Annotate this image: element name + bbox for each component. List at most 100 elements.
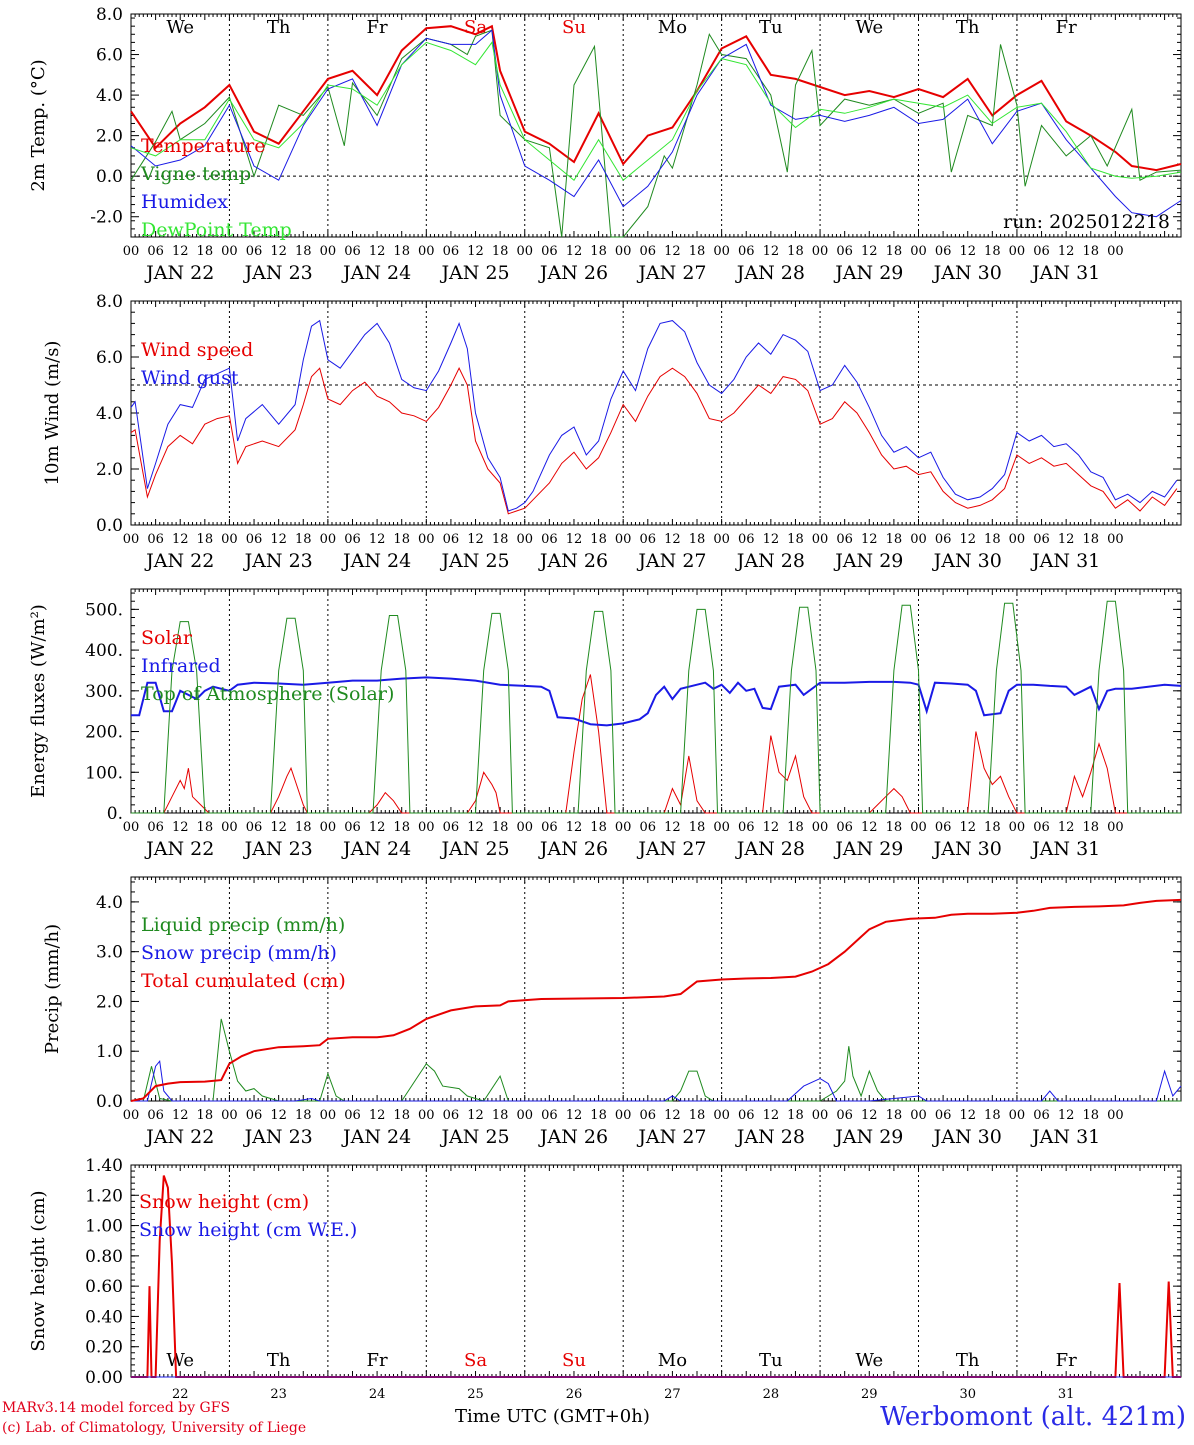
hour-tick-label: 06 xyxy=(246,244,263,259)
hour-tick-label: 18 xyxy=(984,244,1001,259)
hour-tick-label: 00 xyxy=(418,532,435,547)
date-label: JAN 26 xyxy=(538,838,608,860)
hour-tick-label: 06 xyxy=(1033,244,1050,259)
hour-tick-label: 12 xyxy=(467,820,484,835)
hour-tick-label: 18 xyxy=(1082,820,1099,835)
date-label: JAN 22 xyxy=(144,262,214,284)
y-tick-label: 3.0 xyxy=(96,943,123,963)
hour-tick-label: 06 xyxy=(935,244,952,259)
date-label: JAN 23 xyxy=(243,262,313,284)
hour-tick-label: 12 xyxy=(959,532,976,547)
hour-tick-label: 12 xyxy=(270,1108,287,1123)
hour-tick-label: 06 xyxy=(443,244,460,259)
y-tick-label: 400. xyxy=(85,641,123,661)
weekday-label: Fr xyxy=(367,1350,388,1371)
weekday-label: Th xyxy=(267,1350,291,1371)
y-tick-label: 1.00 xyxy=(85,1217,123,1237)
y-tick-label: 1.40 xyxy=(85,1156,123,1176)
hour-tick-label: 06 xyxy=(1033,532,1050,547)
date-label: JAN 23 xyxy=(243,550,313,572)
date-label: JAN 31 xyxy=(1030,262,1100,284)
hour-tick-label: 00 xyxy=(910,820,927,835)
date-label: JAN 24 xyxy=(341,262,411,284)
hour-tick-label: 18 xyxy=(393,1108,410,1123)
hour-tick-label: 18 xyxy=(197,532,214,547)
hour-tick-label: 00 xyxy=(221,1108,238,1123)
hour-tick-label: 18 xyxy=(197,244,214,259)
y-tick-label: 4.0 xyxy=(96,893,123,913)
y-tick-label: 0. xyxy=(107,804,123,824)
y-tick-label: 2.0 xyxy=(96,127,123,147)
weekday-label: We xyxy=(166,1350,194,1371)
hour-tick-label: 00 xyxy=(713,532,730,547)
hour-tick-label: 12 xyxy=(1058,1108,1075,1123)
hour-tick-label: 18 xyxy=(590,1108,607,1123)
hour-tick-label: 12 xyxy=(172,1108,189,1123)
hour-tick-label: 18 xyxy=(689,532,706,547)
hour-tick-label: 00 xyxy=(615,1108,632,1123)
legend-entry: Snow precip (mm/h) xyxy=(141,942,337,964)
hour-tick-label: 00 xyxy=(713,820,730,835)
hour-tick-label: 00 xyxy=(221,820,238,835)
hour-tick-label: 12 xyxy=(369,1108,386,1123)
legend-entry: Infrared xyxy=(141,655,221,677)
weekday-label: Su xyxy=(562,1350,586,1371)
hour-tick-label: 06 xyxy=(246,1108,263,1123)
y-tick-label: 1.0 xyxy=(96,1042,123,1062)
hour-tick-label: 18 xyxy=(295,244,312,259)
legend-entry: Wind speed xyxy=(141,339,253,361)
hour-tick-label: 06 xyxy=(443,1108,460,1123)
hour-tick-label: 00 xyxy=(1009,820,1026,835)
hour-tick-label: 06 xyxy=(935,1108,952,1123)
weekday-label: Mo xyxy=(658,1350,687,1371)
weekday-label: We xyxy=(166,17,194,38)
date-number: 24 xyxy=(369,1387,386,1402)
hour-tick-label: 00 xyxy=(812,1108,829,1123)
hour-tick-label: 00 xyxy=(1107,820,1124,835)
hour-tick-label: 06 xyxy=(147,244,164,259)
y-tick-label: 0.60 xyxy=(85,1277,123,1297)
y-tick-label: 0.0 xyxy=(96,516,123,536)
hour-tick-label: 12 xyxy=(959,244,976,259)
hour-tick-label: 12 xyxy=(369,820,386,835)
y-tick-label: 2.0 xyxy=(96,460,123,480)
hour-tick-label: 18 xyxy=(295,532,312,547)
date-label: JAN 27 xyxy=(636,838,706,860)
hour-tick-label: 00 xyxy=(615,244,632,259)
hour-tick-label: 18 xyxy=(886,532,903,547)
hour-tick-label: 12 xyxy=(369,532,386,547)
hour-tick-label: 18 xyxy=(492,532,509,547)
date-label: JAN 28 xyxy=(735,262,805,284)
hour-tick-label: 18 xyxy=(886,244,903,259)
date-label: JAN 28 xyxy=(735,550,805,572)
hour-tick-label: 06 xyxy=(640,820,657,835)
hour-tick-label: 18 xyxy=(393,532,410,547)
date-label: JAN 23 xyxy=(243,838,313,860)
date-label: JAN 22 xyxy=(144,550,214,572)
hour-tick-label: 06 xyxy=(344,244,361,259)
date-label: JAN 24 xyxy=(341,1126,411,1148)
hour-tick-label: 12 xyxy=(664,532,681,547)
hour-tick-label: 12 xyxy=(959,1108,976,1123)
date-label: JAN 30 xyxy=(932,550,1002,572)
date-number: 28 xyxy=(763,1387,780,1402)
hour-tick-label: 06 xyxy=(147,532,164,547)
hour-tick-label: 12 xyxy=(763,532,780,547)
date-label: JAN 29 xyxy=(833,550,903,572)
hour-tick-label: 00 xyxy=(1009,532,1026,547)
date-label: JAN 27 xyxy=(636,550,706,572)
time-axis-label: Time UTC (GMT+0h) xyxy=(455,1406,650,1427)
hour-tick-label: 12 xyxy=(763,244,780,259)
credit-line-model: MARv3.14 model forced by GFS xyxy=(2,1400,231,1416)
date-label: JAN 25 xyxy=(439,550,509,572)
hour-tick-label: 12 xyxy=(467,532,484,547)
hour-tick-label: 06 xyxy=(246,532,263,547)
hour-tick-label: 18 xyxy=(1082,532,1099,547)
date-label: JAN 26 xyxy=(538,1126,608,1148)
weekday-label: We xyxy=(855,17,883,38)
hour-tick-label: 00 xyxy=(910,244,927,259)
hour-tick-label: 12 xyxy=(172,244,189,259)
hour-tick-label: 00 xyxy=(320,532,337,547)
date-label: JAN 22 xyxy=(144,838,214,860)
hour-tick-label: 06 xyxy=(738,820,755,835)
